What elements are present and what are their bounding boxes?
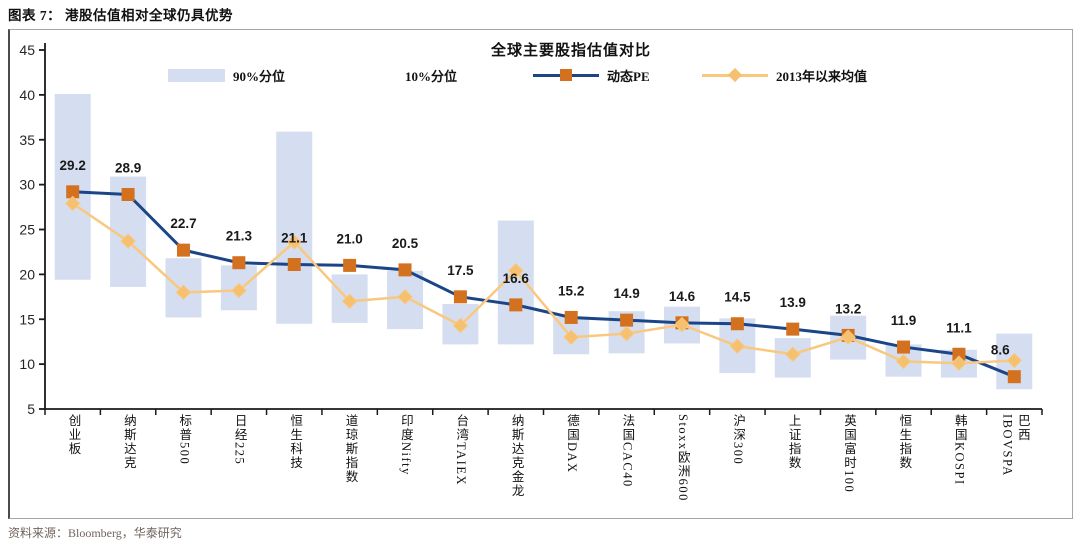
mean-marker [563,329,579,345]
value-label: 22.7 [170,216,196,231]
legend-item-mean: 2013年以来均值 [702,66,867,84]
range-bar [276,131,313,324]
pe-marker [287,258,301,272]
y-tick-label: 25 [19,222,35,238]
mean-line [71,202,1015,365]
legend-label-mean: 2013年以来均值 [776,68,868,84]
value-label: 16.6 [503,271,530,286]
legend-label-pe: 动态PE [607,68,650,84]
mean-marker [286,234,302,250]
legend-swatch-p90-bar [168,68,225,82]
y-tick-label: 40 [19,87,35,103]
y-tick-label: 15 [19,311,35,327]
value-label: 17.5 [447,263,474,278]
mean-marker [618,325,635,342]
legend-item-p10: 10%分位 [340,66,457,84]
plot-svg: 45 40 35 30 25 20 15 10 5 29.2 28.9 22.7 21.3 21.1 21.… [19,42,1043,417]
mean-marker [64,195,81,212]
pe-marker [564,310,578,324]
pe-marker [509,298,523,312]
pe-marker [620,313,634,327]
y-tick-label: 20 [19,266,35,282]
source-note: 资料来源：Bloomberg，华泰研究 [8,526,182,540]
legend-swatch-mean-line [702,67,768,83]
pe-marker [730,317,744,331]
mean-marker [175,284,192,301]
value-label: 14.5 [724,290,751,305]
legend-item-pe: 动态PE [533,66,650,84]
value-label: 13.9 [780,295,806,310]
legend-item-p90: 90%分位 [168,66,285,84]
legend-label-p90: 90%分位 [233,68,286,84]
value-label: 15.2 [558,283,584,298]
pe-marker [453,290,467,304]
y-tick-label: 5 [27,401,35,417]
value-label: 21.0 [336,231,362,246]
chart-title: 全球主要股指估值对比 [490,43,651,59]
mean-marker [397,289,413,305]
pe-line [72,190,1015,379]
value-label: 29.2 [60,158,86,173]
y-tick-label: 10 [19,356,35,372]
legend-swatch-pe-line [533,67,599,83]
mean-marker [508,263,524,279]
y-tick-label: 30 [19,177,35,193]
mean-marker [895,353,912,370]
pe-marker [343,258,357,272]
pe-marker [786,322,800,336]
mean-marker [452,317,469,334]
mean-marker [785,346,801,362]
pe-marker [232,256,246,270]
pe-marker [176,243,190,257]
mean-marker [231,282,247,299]
pe-marker [952,347,966,361]
value-label: 20.5 [392,236,419,251]
value-label: 21.1 [281,231,308,246]
y-tick-label: 35 [19,132,35,148]
pe-square-marker-icon [560,69,572,81]
pe-marker [398,263,412,277]
value-label: 11.1 [946,320,972,335]
value-label: 8.6 [991,343,1010,358]
value-label: 13.2 [835,301,861,316]
value-label: 28.9 [115,160,141,175]
value-label: 21.3 [226,229,253,244]
figure-caption: 图表 7： 港股估值相对全球仍具优势 [8,8,233,23]
legend-label-p10: 10%分位 [405,68,458,84]
pe-marker [1007,370,1021,384]
value-label: 11.9 [891,313,917,328]
mean-marker [1006,352,1023,369]
mean-marker [729,338,746,354]
mean-marker [840,329,856,345]
mean-marker [120,233,136,249]
pe-marker [66,185,80,199]
mean-marker [341,293,358,310]
value-label: 14.9 [613,286,639,301]
pe-marker [897,340,911,354]
value-label: 14.6 [669,289,696,304]
mean-marker [951,355,967,371]
pe-marker [121,187,135,201]
chart-container: 全球主要股指估值对比 90%分位 10%分位 动态PE 2013年以来均值 45… [8,29,1073,519]
plot-area: 45 40 35 30 25 20 15 10 5 29.2 28.9 22.7 21.3 21.1 21.… [10,30,1072,518]
mean-marker [674,316,690,333]
y-tick-label: 45 [19,42,35,58]
